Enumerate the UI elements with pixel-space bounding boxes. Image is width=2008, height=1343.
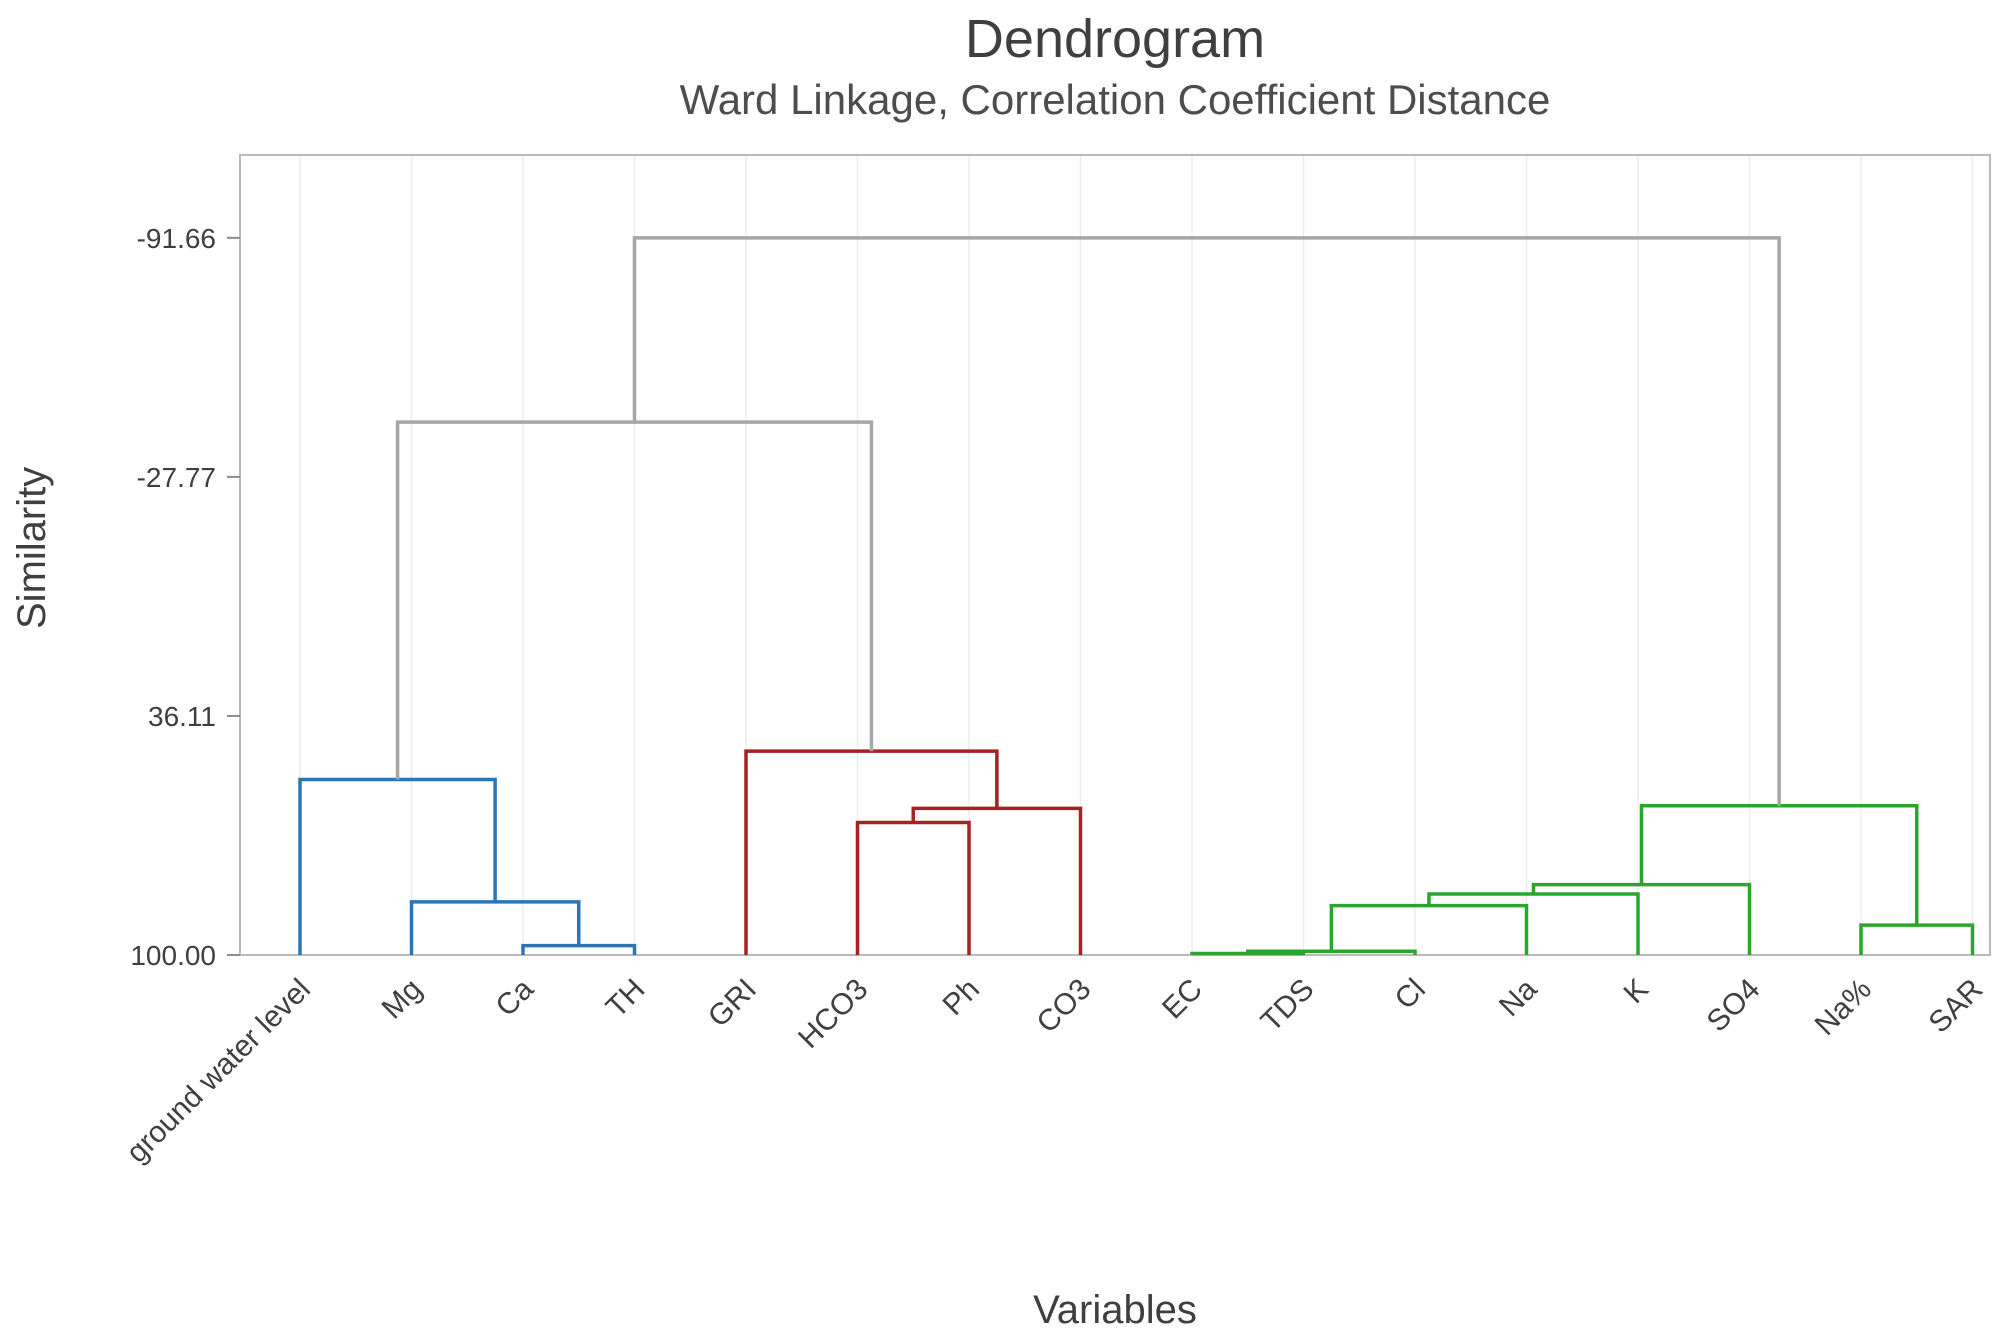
leaf-label: Ph: [937, 973, 986, 1022]
y-tick-label: -91.66: [137, 223, 216, 254]
dendrogram-link: [298, 777, 497, 955]
plot-border: [239, 154, 1991, 956]
leaf-label: Mg: [376, 973, 429, 1026]
leaf-label: HCO3: [792, 973, 874, 1055]
dendrogram-link: [521, 943, 637, 955]
dendrogram-link: [1190, 951, 1306, 956]
y-tick-label: -27.77: [137, 462, 216, 493]
y-tick-label: 100.00: [130, 940, 216, 971]
leaf-label: SAR: [1922, 973, 1989, 1040]
dendrogram-link: [1859, 923, 1975, 955]
leaf-label: SO4: [1701, 973, 1767, 1039]
leaf-label: Cl: [1389, 973, 1432, 1016]
leaf-label: Na: [1493, 972, 1544, 1023]
dendrogram-link: [395, 420, 874, 780]
leaf-label: GRI: [702, 973, 763, 1034]
chart-subtitle: Ward Linkage, Correlation Coefficient Di…: [679, 76, 1551, 123]
leaf-label: Ca: [489, 972, 540, 1023]
x-axis-label: Variables: [1033, 1288, 1197, 1332]
dendrogram-link: [911, 806, 1083, 955]
y-tick-label: 36.11: [148, 701, 216, 732]
leaf-label: EC: [1156, 973, 1209, 1026]
dendrogram-link: [1531, 882, 1752, 955]
dendrogram-link: [632, 236, 1781, 806]
dendrogram-link: [744, 749, 999, 955]
leaf-label: ground water level: [120, 973, 317, 1170]
leaf-label: CO3: [1030, 973, 1097, 1040]
chart-title: Dendrogram: [964, 9, 1266, 69]
leaf-label: TH: [600, 973, 652, 1025]
leaf-label: K: [1617, 973, 1654, 1010]
dendrogram-link: [1427, 892, 1640, 955]
dendrogram-link: [1329, 903, 1529, 955]
leaf-label: Na%: [1809, 973, 1878, 1042]
leaf-label: TDS: [1255, 973, 1321, 1039]
dendrogram-link: [1639, 803, 1919, 926]
dendrogram-link: [855, 820, 971, 955]
